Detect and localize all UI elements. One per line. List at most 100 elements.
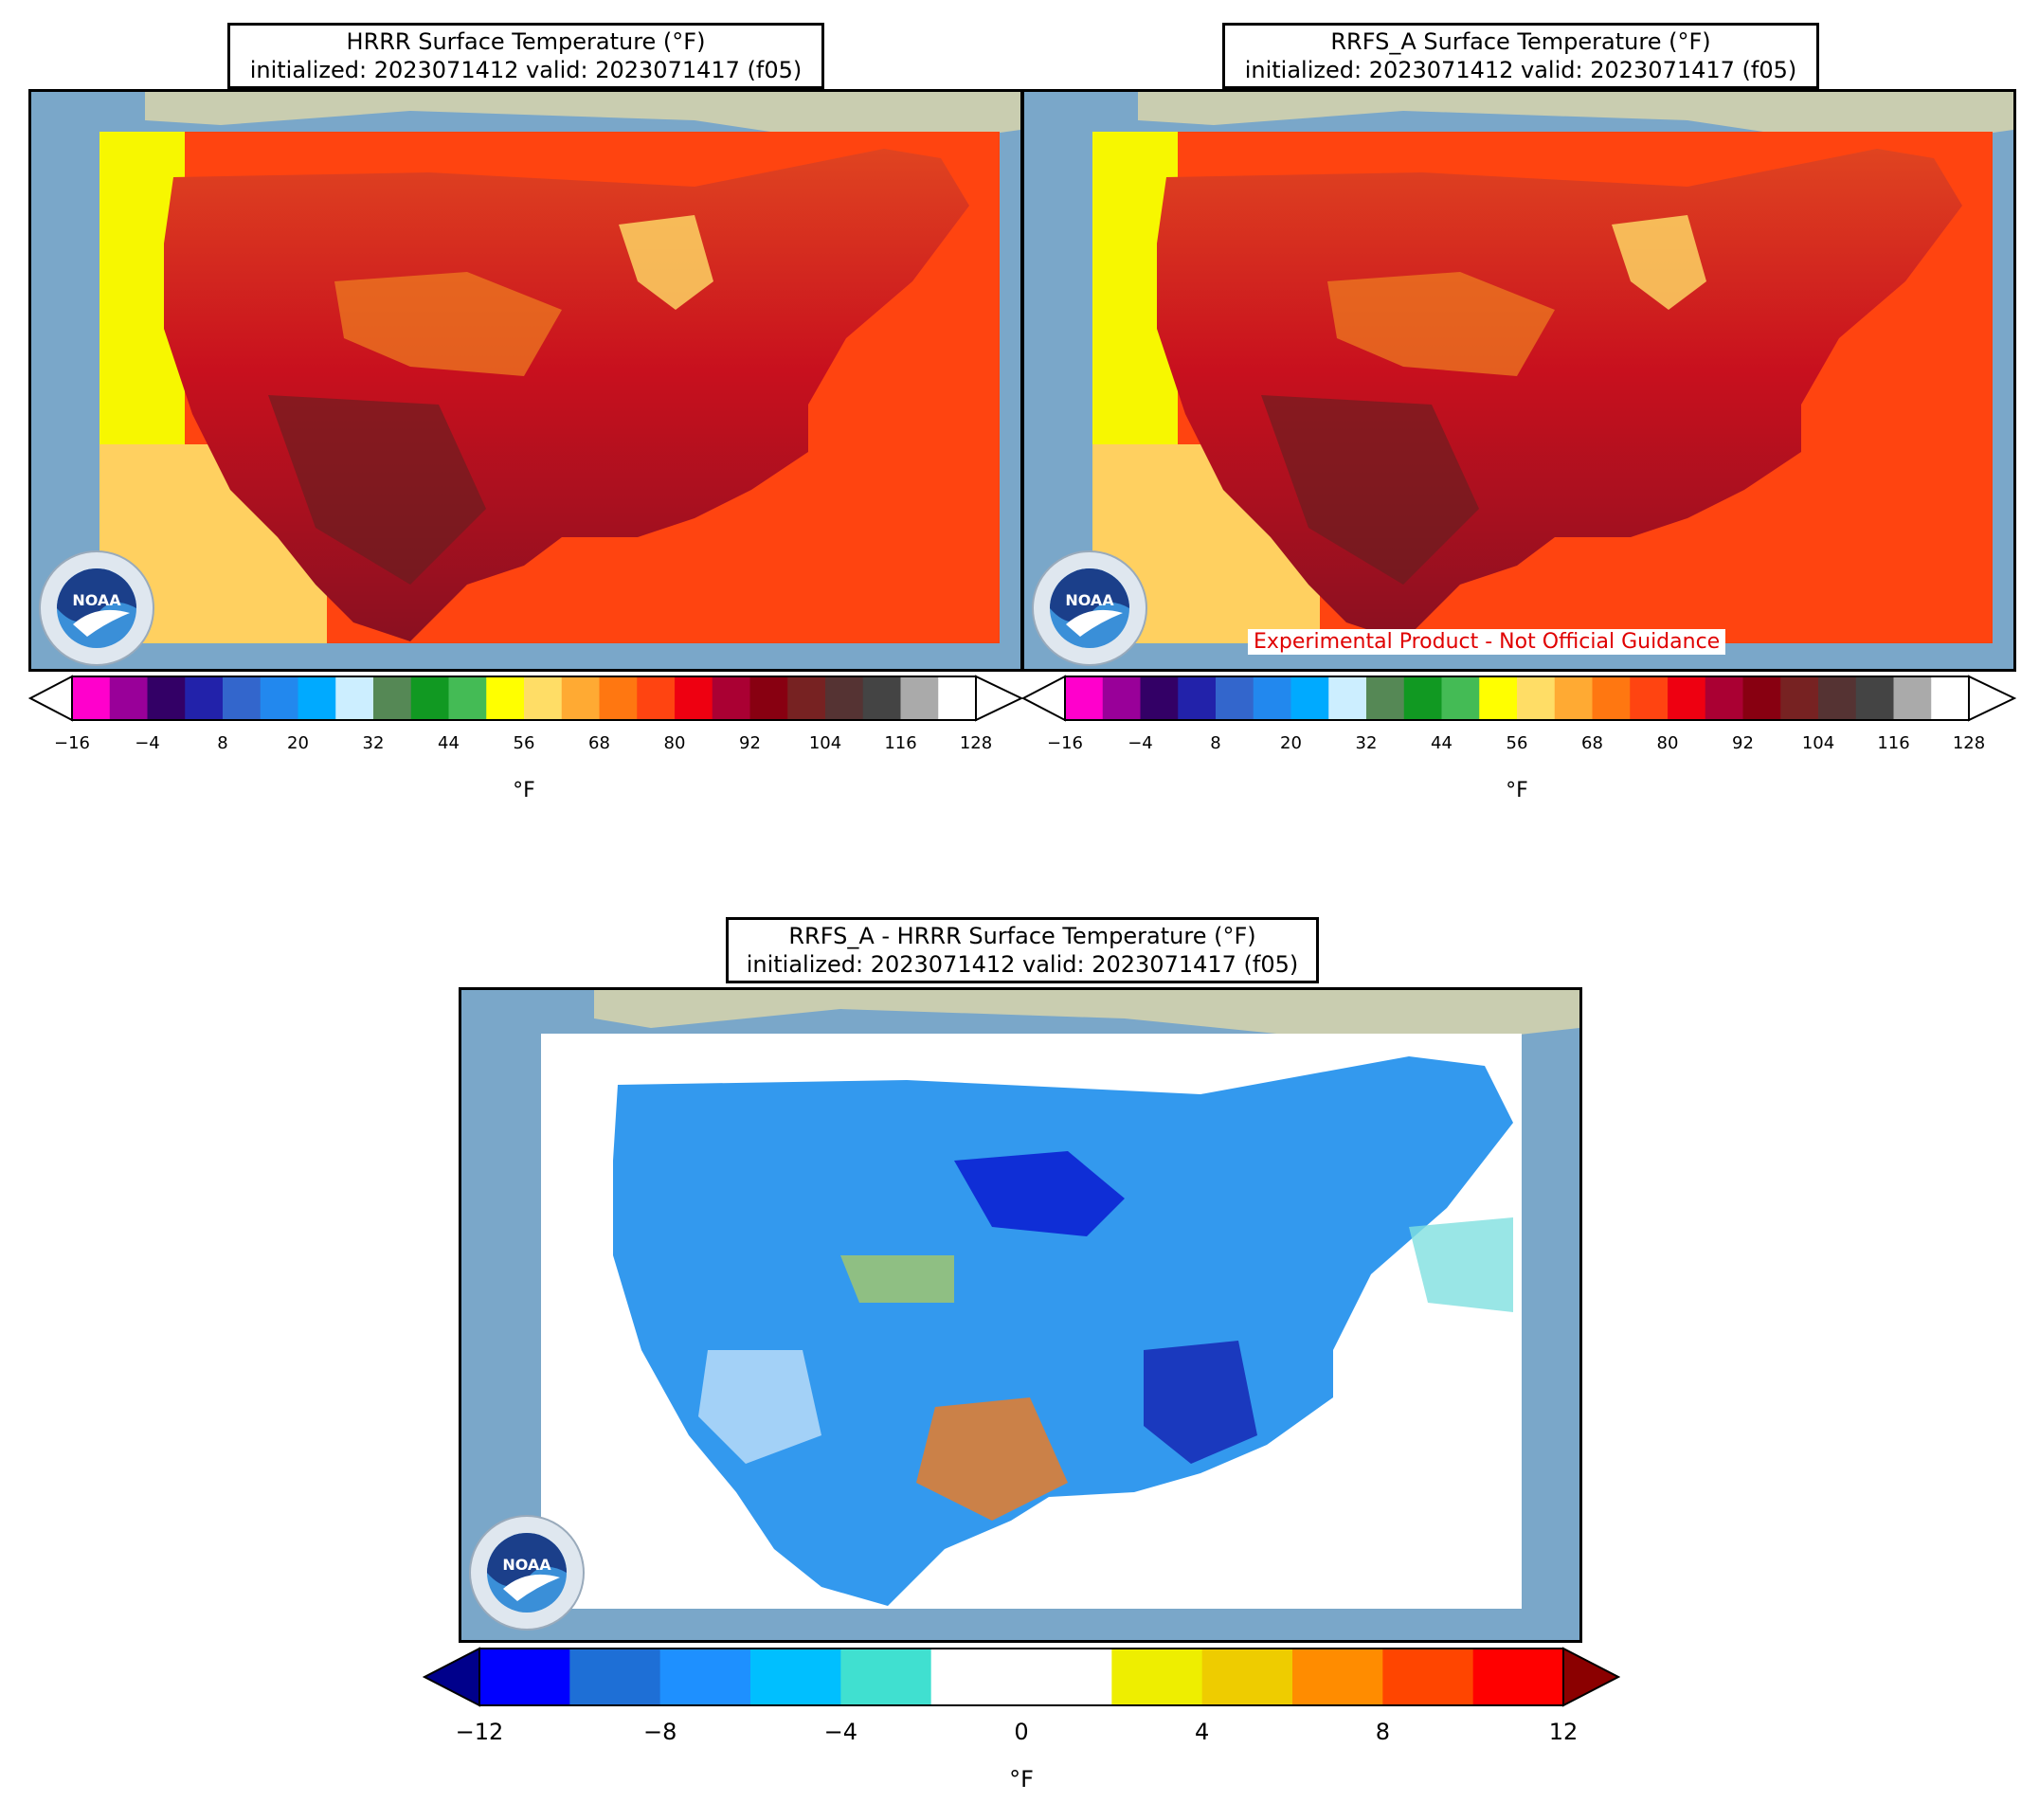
- colorbar-segment: [659, 1649, 751, 1705]
- colorbar-segment: [1290, 676, 1329, 720]
- colorbar-segment: [825, 676, 864, 720]
- plains-warm-patch: [334, 272, 562, 376]
- colorbar-tick-label: 12: [1548, 1719, 1579, 1745]
- colorbar-segment: [410, 676, 450, 720]
- colorbar-tick-label: −4: [135, 733, 160, 753]
- mississippi-cool-diff-patch: [1144, 1341, 1257, 1464]
- colorbar-over-extension: [1968, 675, 2017, 722]
- colorbar-segment: [675, 676, 713, 720]
- colorbar-segment: [448, 676, 487, 720]
- colorbar-segment: [1253, 676, 1292, 720]
- svg-text:NOAA: NOAA: [1065, 591, 1114, 609]
- hrrr-title-line1: HRRR Surface Temperature (°F): [346, 28, 706, 55]
- rrfs-colorbar-unit: °F: [1506, 779, 1528, 802]
- diff-colorbar: −12 −8 −4 0 4 8 12 °F: [422, 1647, 1621, 1817]
- colorbar-segment: [712, 676, 751, 720]
- colorbar-segment: [1931, 676, 1970, 720]
- colorbar-tick-label: −8: [642, 1719, 677, 1745]
- svg-text:NOAA: NOAA: [502, 1556, 551, 1574]
- colorbar-outline: [71, 676, 977, 721]
- colorbar-segment: [479, 1649, 570, 1705]
- colorbar-segment: [1479, 676, 1518, 720]
- diff-map-svg: [461, 990, 1579, 1640]
- svg-text:NOAA: NOAA: [72, 591, 121, 609]
- colorbar-segment: [1554, 676, 1594, 720]
- colorbar-segment: [1292, 1649, 1383, 1705]
- colorbar-tick-label: 116: [1877, 733, 1910, 753]
- colorbar-tick-label: −16: [1047, 733, 1083, 753]
- colorbar-tick-label: 128: [959, 733, 993, 753]
- colorbar-segment: [1140, 676, 1179, 720]
- colorbar-outline: [478, 1648, 1564, 1706]
- hrrr-title-line2: initialized: 2023071412 valid: 202307141…: [249, 57, 803, 83]
- colorbar-segment: [840, 1649, 932, 1705]
- colorbar-under-extension: [27, 675, 73, 722]
- colorbar-segment: [1742, 676, 1781, 720]
- diff-colorbar-svg: [422, 1647, 1621, 1707]
- diff-map: NOAA: [459, 987, 1582, 1643]
- colorbar-segment: [1472, 1649, 1564, 1705]
- colorbar-segment: [1630, 676, 1669, 720]
- great-lakes-field: [619, 215, 713, 310]
- colorbar-segment: [1893, 676, 1932, 720]
- colorbar-segment: [1328, 676, 1367, 720]
- hrrr-map: NOAA: [28, 89, 1023, 672]
- colorbar-segment: [1592, 676, 1631, 720]
- colorbar-outline: [1064, 676, 1970, 721]
- colorbar-tick-label: 68: [1581, 733, 1603, 753]
- colorbar-over-extension: [975, 675, 1024, 722]
- colorbar-tick-label: −12: [455, 1719, 504, 1745]
- colorbar-segment: [1705, 676, 1744, 720]
- hrrr-map-svg: [31, 92, 1020, 669]
- hrrr-colorbar-unit: °F: [513, 779, 535, 802]
- rrfs-colorbar: −16 −4 8 20 32 44 56 68 80 92 104 116 128 °F: [1020, 675, 2017, 802]
- colorbar-segment: [1065, 676, 1104, 720]
- colorbar-tick-label: 8: [1210, 733, 1221, 753]
- rrfs-map-svg: [1024, 92, 2013, 669]
- noaa-logo-icon: NOAA: [39, 550, 154, 666]
- colorbar-segment: [599, 676, 638, 720]
- colorbar-tick-label: 8: [1375, 1719, 1390, 1745]
- colorbar-segment: [1382, 1649, 1474, 1705]
- colorbar-segment: [298, 676, 336, 720]
- diff-title: RRFS_A - HRRR Surface Temperature (°F) i…: [726, 917, 1319, 983]
- colorbar-tick-label: 56: [513, 733, 535, 753]
- colorbar-segment: [185, 676, 224, 720]
- colorbar-tick-label: 20: [287, 733, 309, 753]
- colorbar-segment: [1366, 676, 1405, 720]
- colorbar-tick-label: 56: [1506, 733, 1528, 753]
- southwest-hot-patch: [268, 395, 486, 585]
- conus-diff-field: [613, 1056, 1513, 1606]
- colorbar-tick-label: 80: [663, 733, 686, 753]
- atlantic-diff-patch: [1409, 1217, 1513, 1312]
- colorbar-segment: [637, 676, 676, 720]
- colorbar-segment: [1818, 676, 1857, 720]
- colorbar-tick-label: 116: [884, 733, 917, 753]
- hrrr-title: HRRR Surface Temperature (°F) initialize…: [227, 23, 824, 89]
- colorbar-segment: [1855, 676, 1895, 720]
- colorbar-segment: [223, 676, 262, 720]
- diff-title-line1: RRFS_A - HRRR Surface Temperature (°F): [788, 923, 1256, 949]
- rrfs-title: RRFS_A Surface Temperature (°F) initiali…: [1222, 23, 1819, 89]
- colorbar-segment: [900, 676, 939, 720]
- colorbar-tick-label: 0: [1014, 1719, 1029, 1745]
- colorbar-segment: [569, 1649, 661, 1705]
- colorbar-tick-label: 32: [1355, 733, 1378, 753]
- colorbar-segment: [1441, 676, 1480, 720]
- colorbar-segment: [147, 676, 186, 720]
- diff-colorbar-unit: °F: [1009, 1766, 1034, 1793]
- colorbar-tick-label: 20: [1280, 733, 1302, 753]
- colorbar-tick-label: 80: [1656, 733, 1679, 753]
- rrfs-colorbar-svg: [1020, 675, 2017, 722]
- colorbar-tick-label: 44: [438, 733, 460, 753]
- colorbar-segment: [1668, 676, 1706, 720]
- colorbar-tick-label: 104: [808, 733, 842, 753]
- colorbar-segment: [373, 676, 412, 720]
- colorbar-tick-label: 44: [1431, 733, 1453, 753]
- cool-diff-patch: [954, 1151, 1125, 1236]
- colorbar-segment: [1111, 1649, 1203, 1705]
- colorbar-segment: [1201, 1649, 1293, 1705]
- colorbar-segment: [1517, 676, 1556, 720]
- colorbar-segment: [938, 676, 977, 720]
- colorbar-segment: [561, 676, 601, 720]
